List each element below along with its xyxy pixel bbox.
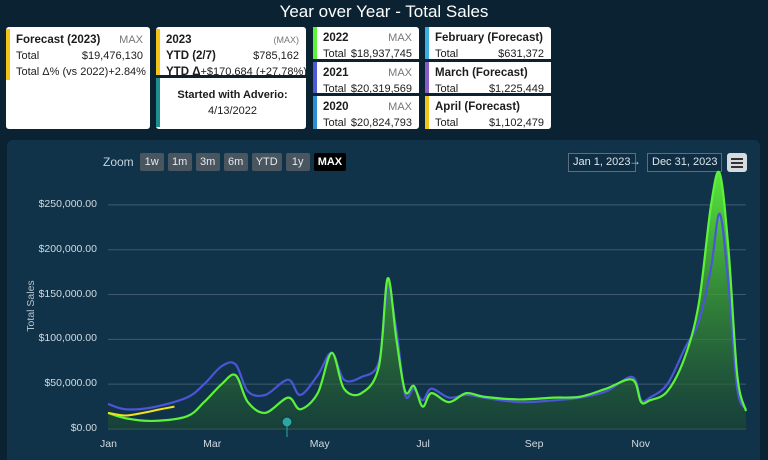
forecast-badge: MAX [119,34,143,46]
date-from-input[interactable]: Jan 1, 2023 [568,153,636,172]
year-2021-item: 2021 MAX Total $20,319,569 [313,62,419,95]
year-total-label: Total [323,83,347,95]
month-total-label: Total [435,48,459,60]
months-card: February (Forecast) Total $631,372 March … [425,27,551,129]
series-layer [107,170,748,430]
ytd-badge: (MAX) [273,35,300,45]
year-total-value: $20,319,569 [350,83,412,95]
zoom-1m-button[interactable]: 1m [167,153,192,171]
zoom-label: Zoom [103,155,134,169]
year-total-label: Total [323,48,347,60]
series-2022-area [108,171,746,430]
years-divider [313,93,419,96]
series-2021-line [107,212,748,411]
y-tick-label: $200,000.00 [38,242,97,255]
ytd-title: 2023 [166,34,192,46]
zoom-6m-button[interactable]: 6m [223,153,248,171]
x-tick-label: Jul [416,438,430,450]
year-title: 2020 [323,101,349,113]
forecast-total-label: Total [16,50,40,62]
series-2022-line [107,170,748,423]
month-april-item: April (Forecast) Total $1,102,479 [425,96,551,129]
x-tick-label: Mar [203,438,222,450]
ytd-started-section: Started with Adverio: 4/13/2022 [156,78,306,127]
year-badge: MAX [388,32,412,44]
date-range-arrow: → [629,154,641,168]
month-total-value: $1,225,449 [488,83,544,95]
y-tick-label: $50,000.00 [44,377,97,390]
zoom-1w-button[interactable]: 1w [139,153,164,171]
months-divider [425,59,551,62]
forecast-total-value: $19,476,130 [81,50,143,62]
month-february-item: February (Forecast) Total $631,372 [425,27,551,60]
y-tick-label: $100,000.00 [38,332,97,345]
y-tick-label: $150,000.00 [38,287,97,300]
month-total-value: $631,372 [498,48,544,60]
zoom-bar: Zoom 1w 1m 3m 6m YTD 1y MAX [103,152,350,172]
x-tick-label: May [309,438,330,450]
ytd-divider [156,75,306,78]
y-tick-label: $0.00 [70,422,97,434]
year-title: 2022 [323,32,349,44]
month-title: February (Forecast) [435,32,544,44]
x-tick-label: Sep [524,438,544,450]
started-label: Started with Adverio: [177,89,288,101]
year-2022-item: 2022 MAX Total $18,937,745 [313,27,419,60]
year-total-value: $20,824,793 [350,117,412,129]
zoom-3m-button[interactable]: 3m [195,153,220,171]
months-divider [425,93,551,96]
month-title: April (Forecast) [435,101,520,113]
year-badge: MAX [388,101,412,113]
year-title: 2021 [323,67,349,79]
y-tick-label: $250,000.00 [38,197,97,210]
zoom-max-button[interactable]: MAX [313,153,347,171]
x-tick-label: Nov [631,438,651,450]
forecast-delta-label: Total Δ% (vs 2022) [16,66,109,78]
page-title: Year over Year - Total Sales [279,2,489,21]
years-card: 2022 MAX Total $18,937,745 2021 MAX Total $2… [313,27,419,129]
years-divider [313,59,419,62]
month-total-value: $1,102,479 [488,117,544,129]
month-total-label: Total [435,117,459,129]
ytd-card: 2023 (MAX) YTD (2/7) $785,162 YTD Δ +$17… [156,27,307,129]
navigator-handle[interactable] [281,416,293,428]
forecast-title: Forecast (2023) [16,34,101,46]
forecast-card: Forecast (2023) MAX Total $19,476,130 To… [6,27,150,129]
month-march-item: March (Forecast) Total $1,225,449 [425,62,551,95]
month-total-label: Total [435,83,459,95]
year-2020-item: 2020 MAX Total $20,824,793 [313,96,419,129]
x-tick-label: Jan [100,438,117,450]
ytd-label: YTD (2/7) [166,50,216,62]
hamburger-menu-icon[interactable] [727,153,747,172]
date-to-input[interactable]: Dec 31, 2023 [647,153,723,172]
started-date: 4/13/2022 [208,105,257,117]
zoom-1y-button[interactable]: 1y [285,153,310,171]
year-badge: MAX [388,67,412,79]
year-total-value: $18,937,745 [350,48,412,60]
month-title: March (Forecast) [435,67,528,79]
forecast-delta-value: +2.84% [108,66,146,78]
series-2023-line [107,405,175,417]
zoom-ytd-button[interactable]: YTD [251,153,282,171]
forecast-card-body: Forecast (2023) MAX Total $19,476,130 To… [6,29,150,80]
ytd-value: $785,162 [253,50,299,62]
year-total-label: Total [323,117,347,129]
